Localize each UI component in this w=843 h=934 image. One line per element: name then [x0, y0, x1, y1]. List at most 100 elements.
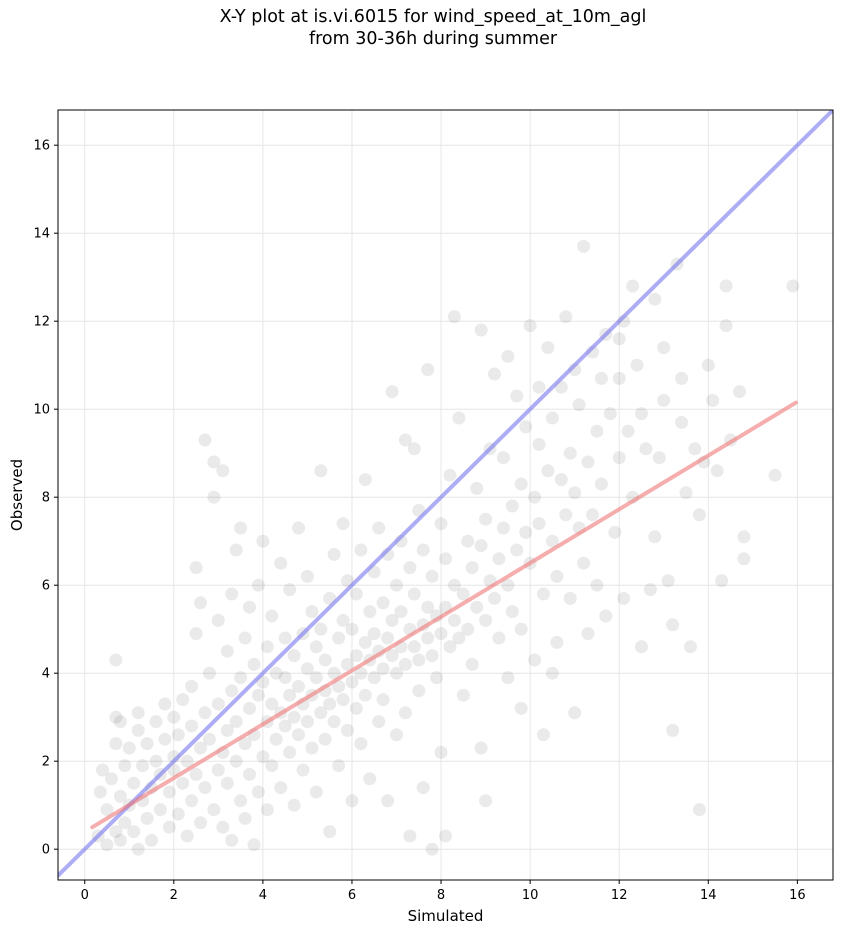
- data-point: [537, 728, 550, 742]
- data-point: [581, 455, 595, 469]
- y-tick-label: 0: [42, 843, 50, 858]
- data-point: [211, 697, 225, 711]
- data-point: [492, 552, 506, 566]
- data-point: [586, 508, 599, 522]
- data-point: [367, 671, 381, 685]
- data-point: [358, 473, 372, 487]
- data-point: [403, 829, 417, 843]
- data-point: [327, 715, 341, 729]
- data-point: [131, 706, 145, 720]
- data-point: [425, 842, 439, 856]
- data-point: [568, 706, 582, 720]
- data-point: [675, 371, 689, 385]
- data-point: [407, 640, 421, 654]
- data-point: [394, 605, 408, 619]
- data-point: [474, 741, 488, 755]
- data-point: [260, 803, 274, 817]
- data-point: [225, 587, 239, 601]
- data-point: [559, 508, 573, 522]
- data-point: [470, 600, 484, 614]
- data-point: [701, 358, 715, 372]
- data-point: [354, 666, 368, 680]
- data-point: [251, 688, 265, 702]
- data-point: [554, 473, 568, 487]
- data-point: [113, 715, 127, 729]
- data-point: [519, 420, 533, 434]
- data-point: [416, 543, 430, 557]
- data-point: [594, 371, 608, 385]
- data-point: [376, 693, 390, 707]
- data-point: [407, 442, 421, 456]
- x-tick-label: 8: [437, 888, 445, 903]
- data-point: [153, 803, 167, 817]
- data-point: [581, 627, 595, 641]
- chart-title: X-Y plot at is.vi.6015 for wind_speed_at…: [0, 6, 843, 50]
- data-point: [612, 371, 626, 385]
- data-point: [367, 627, 381, 641]
- data-point: [434, 517, 448, 531]
- data-point: [688, 442, 702, 456]
- data-point: [256, 750, 270, 764]
- data-point: [100, 803, 114, 817]
- y-tick-label: 8: [42, 491, 50, 506]
- data-point: [479, 613, 493, 627]
- data-point: [93, 785, 107, 799]
- x-tick-label: 14: [700, 888, 717, 903]
- data-point: [599, 609, 613, 623]
- data-point: [194, 741, 207, 755]
- data-point: [510, 389, 524, 403]
- data-point: [648, 530, 662, 544]
- axis-ticks: 0 2 4 6 8 10 12 14 16 0 2 4 6 8 10 12 14 16: [33, 139, 805, 903]
- data-point: [381, 631, 395, 645]
- data-point: [274, 556, 288, 570]
- data-point: [594, 477, 608, 491]
- data-point: [390, 728, 403, 742]
- data-point: [733, 385, 746, 399]
- data-point: [234, 794, 248, 808]
- data-point: [737, 552, 751, 566]
- data-point: [719, 279, 733, 293]
- data-point: [113, 789, 127, 803]
- fit-lines: [58, 110, 833, 878]
- data-point: [376, 596, 390, 610]
- data-point: [768, 468, 782, 482]
- data-point: [563, 446, 577, 460]
- data-point: [113, 833, 127, 847]
- data-point: [341, 723, 354, 737]
- data-point: [439, 829, 452, 843]
- data-point: [292, 679, 305, 693]
- data-point: [528, 490, 542, 504]
- data-point: [635, 640, 648, 654]
- data-point: [109, 653, 123, 667]
- data-point: [358, 635, 372, 649]
- data-point: [398, 657, 412, 671]
- data-point: [194, 596, 207, 610]
- data-point: [278, 719, 292, 733]
- data-point: [425, 649, 439, 663]
- data-point: [545, 534, 559, 548]
- data-point: [456, 688, 470, 702]
- data-point: [345, 622, 359, 636]
- data-point: [692, 803, 706, 817]
- data-point: [510, 543, 524, 557]
- data-point: [514, 477, 528, 491]
- data-point: [202, 732, 216, 746]
- data-point: [643, 583, 657, 597]
- data-point: [194, 816, 207, 830]
- data-point: [786, 279, 800, 293]
- x-tick-label: 4: [259, 888, 267, 903]
- data-point: [305, 605, 319, 619]
- data-point: [381, 794, 395, 808]
- data-point: [309, 671, 323, 685]
- data-point: [488, 367, 501, 381]
- chart-title-line-1: X-Y plot at is.vi.6015 for wind_speed_at…: [219, 7, 647, 27]
- data-point: [679, 486, 693, 500]
- data-point: [425, 569, 439, 583]
- data-point: [349, 701, 363, 715]
- data-point: [639, 442, 653, 456]
- data-point: [434, 745, 448, 759]
- data-point: [158, 732, 172, 746]
- data-point: [434, 627, 448, 641]
- x-tick-label: 10: [522, 888, 539, 903]
- data-point: [528, 653, 542, 667]
